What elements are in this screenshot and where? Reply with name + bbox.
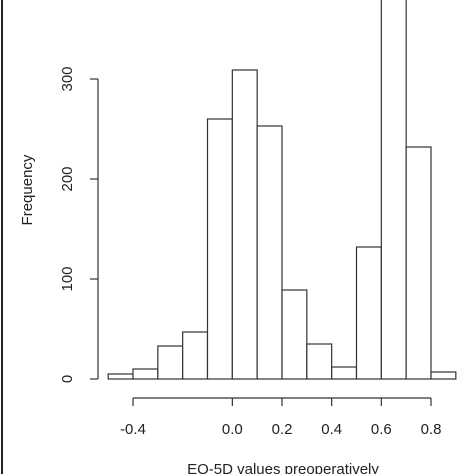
y-tick-label: 100 (59, 266, 76, 291)
bar (157, 345, 184, 380)
bar (182, 331, 209, 380)
bar (430, 371, 457, 380)
y-tick-label: 200 (59, 166, 76, 191)
bar (231, 69, 258, 380)
y-axis-label: Frequency (19, 154, 36, 225)
bar (331, 366, 358, 380)
x-tick-label: 0.2 (272, 421, 293, 438)
bar (256, 125, 283, 380)
x-tick-label: -0.4 (120, 421, 146, 438)
bar (107, 373, 134, 380)
bar (306, 343, 333, 380)
y-tick-label: 0 (59, 375, 76, 383)
bar (380, 0, 407, 380)
bar (206, 118, 233, 380)
bar (405, 146, 432, 380)
x-tick-label: 0.0 (222, 421, 243, 438)
bar (132, 368, 159, 380)
x-tick-label: 0.6 (371, 421, 392, 438)
x-tick-label: 0.8 (421, 421, 442, 438)
x-tick-label: 0.4 (321, 421, 342, 438)
bar (281, 289, 308, 380)
y-tick-label: 300 (59, 66, 76, 91)
x-axis-label: EQ-5D values preoperatively (187, 461, 379, 474)
bar (355, 246, 382, 380)
